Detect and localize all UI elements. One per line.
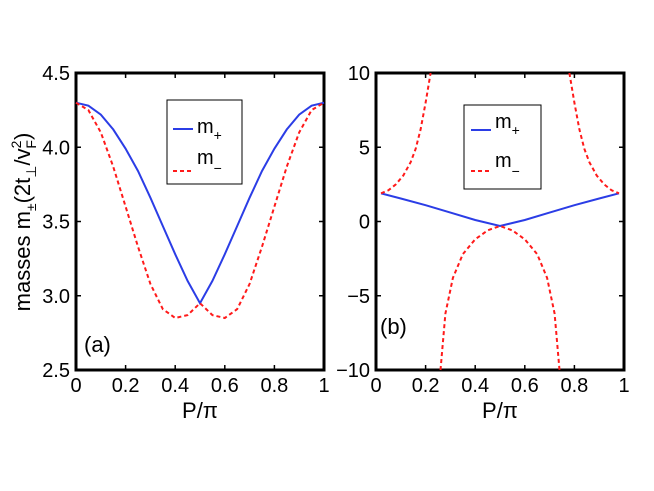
legend-b-mplus-sub: + — [512, 122, 520, 138]
panel-b-x-tick-label: 0 — [370, 375, 381, 397]
y-label-slash: /v — [10, 148, 35, 165]
panel-b-y-tick-label: 0 — [359, 212, 370, 234]
y-label-open: (2t — [10, 178, 35, 204]
panel-b-legend-box — [463, 104, 542, 190]
y-label-base: masses m — [10, 211, 35, 311]
svg-text:masses m±(2t⊥/v2F): masses m±(2t⊥/v2F) — [8, 133, 39, 312]
panel-a-y-axis-label: masses m±(2t⊥/v2F) — [8, 133, 39, 312]
legend-b-mminus-sub: − — [512, 163, 520, 179]
panel-a-y-tick-label: 3.5 — [42, 212, 70, 234]
panel-b-x-tick-label: 0.8 — [560, 375, 588, 397]
y-label-sub-perp: ⊥ — [23, 165, 39, 177]
panel-b-series — [380, 72, 620, 371]
panel-a-x-tick-label: 0.2 — [112, 375, 140, 397]
panel-a-legend: m+ m− — [166, 99, 243, 185]
legend-b-mplus-label: m+ — [495, 111, 520, 138]
legend-a-mplus-label: m+ — [197, 116, 222, 143]
y-label-sub-F: F — [23, 140, 39, 149]
panel-a-y-tick-label: 4.5 — [42, 63, 70, 85]
panel-a-series-1 — [75, 101, 325, 320]
panel-b-series-2 — [568, 72, 620, 195]
panel-b-y-tick-label: −10 — [336, 360, 370, 382]
panel-b-series-0 — [380, 192, 620, 228]
panel-b-x-tick-label: 0.4 — [461, 375, 489, 397]
panel-b-x-tick-label: 0.2 — [412, 375, 440, 397]
panel-b-x-tick-label: 0.6 — [511, 375, 539, 397]
panel-a-x-tick-label: 0.8 — [260, 375, 288, 397]
panel-a-legend-box — [166, 99, 243, 185]
panel-b-series-1 — [380, 72, 432, 195]
panel-a-x-tick-label: 0 — [70, 375, 81, 397]
panel-b-y-tick-label: 5 — [359, 137, 370, 159]
legend-a-mminus-label: m− — [197, 147, 222, 176]
panel-a-x-tick-label: 0.4 — [161, 375, 189, 397]
panel-b-series-3 — [439, 224, 561, 371]
panel-b-x-axis-label: P/π — [482, 398, 518, 423]
panel-b-legend: m+ m− — [463, 104, 542, 190]
y-label-sub-pm: ± — [23, 203, 39, 211]
panel-a-y-tick-label: 3.0 — [42, 286, 70, 308]
panel-b-y-tick-label: −5 — [347, 286, 370, 308]
panel-a-x-tick-label: 0.6 — [211, 375, 239, 397]
y-label-sup-2: 2 — [8, 140, 24, 148]
panel-a-label: (a) — [84, 332, 111, 357]
legend-a-mplus-sub: + — [214, 127, 222, 143]
panel-b-y-ticks: −10 −5 0 5 10 — [336, 63, 624, 382]
y-label-close: ) — [10, 133, 35, 140]
panel-a-y-tick-label: 2.5 — [42, 360, 70, 382]
legend-a-mminus-sub: − — [214, 160, 222, 176]
panel-a-y-tick-label: 4.0 — [42, 137, 70, 159]
panel-a-x-axis-label: P/π — [182, 398, 218, 423]
panel-a-x-tick-label: 1 — [318, 375, 329, 397]
panel-b-y-tick-label: 10 — [348, 63, 370, 85]
panel-b-x-tick-label: 1 — [618, 375, 629, 397]
panel-a-series — [75, 101, 325, 320]
panel-a: 0 0.2 0.4 0.6 0.8 1 2.5 3.0 3.5 4.0 4.5 (a) P/π m… — [8, 63, 330, 423]
panel-b-label: (b) — [380, 314, 407, 339]
panel-b-x-ticks: 0 0.2 0.4 0.6 0.8 1 — [370, 73, 630, 397]
legend-b-mplus-name: m — [495, 111, 512, 133]
panel-a-x-ticks: 0 0.2 0.4 0.6 0.8 1 — [70, 73, 330, 397]
panel-a-series-0 — [75, 101, 325, 306]
legend-b-mminus-name: m — [495, 150, 512, 172]
legend-a-mminus-name: m — [197, 147, 214, 169]
legend-b-mminus-label: m− — [495, 150, 520, 179]
legend-a-mplus-name: m — [197, 116, 214, 138]
panel-a-y-ticks: 2.5 3.0 3.5 4.0 4.5 — [42, 63, 324, 382]
